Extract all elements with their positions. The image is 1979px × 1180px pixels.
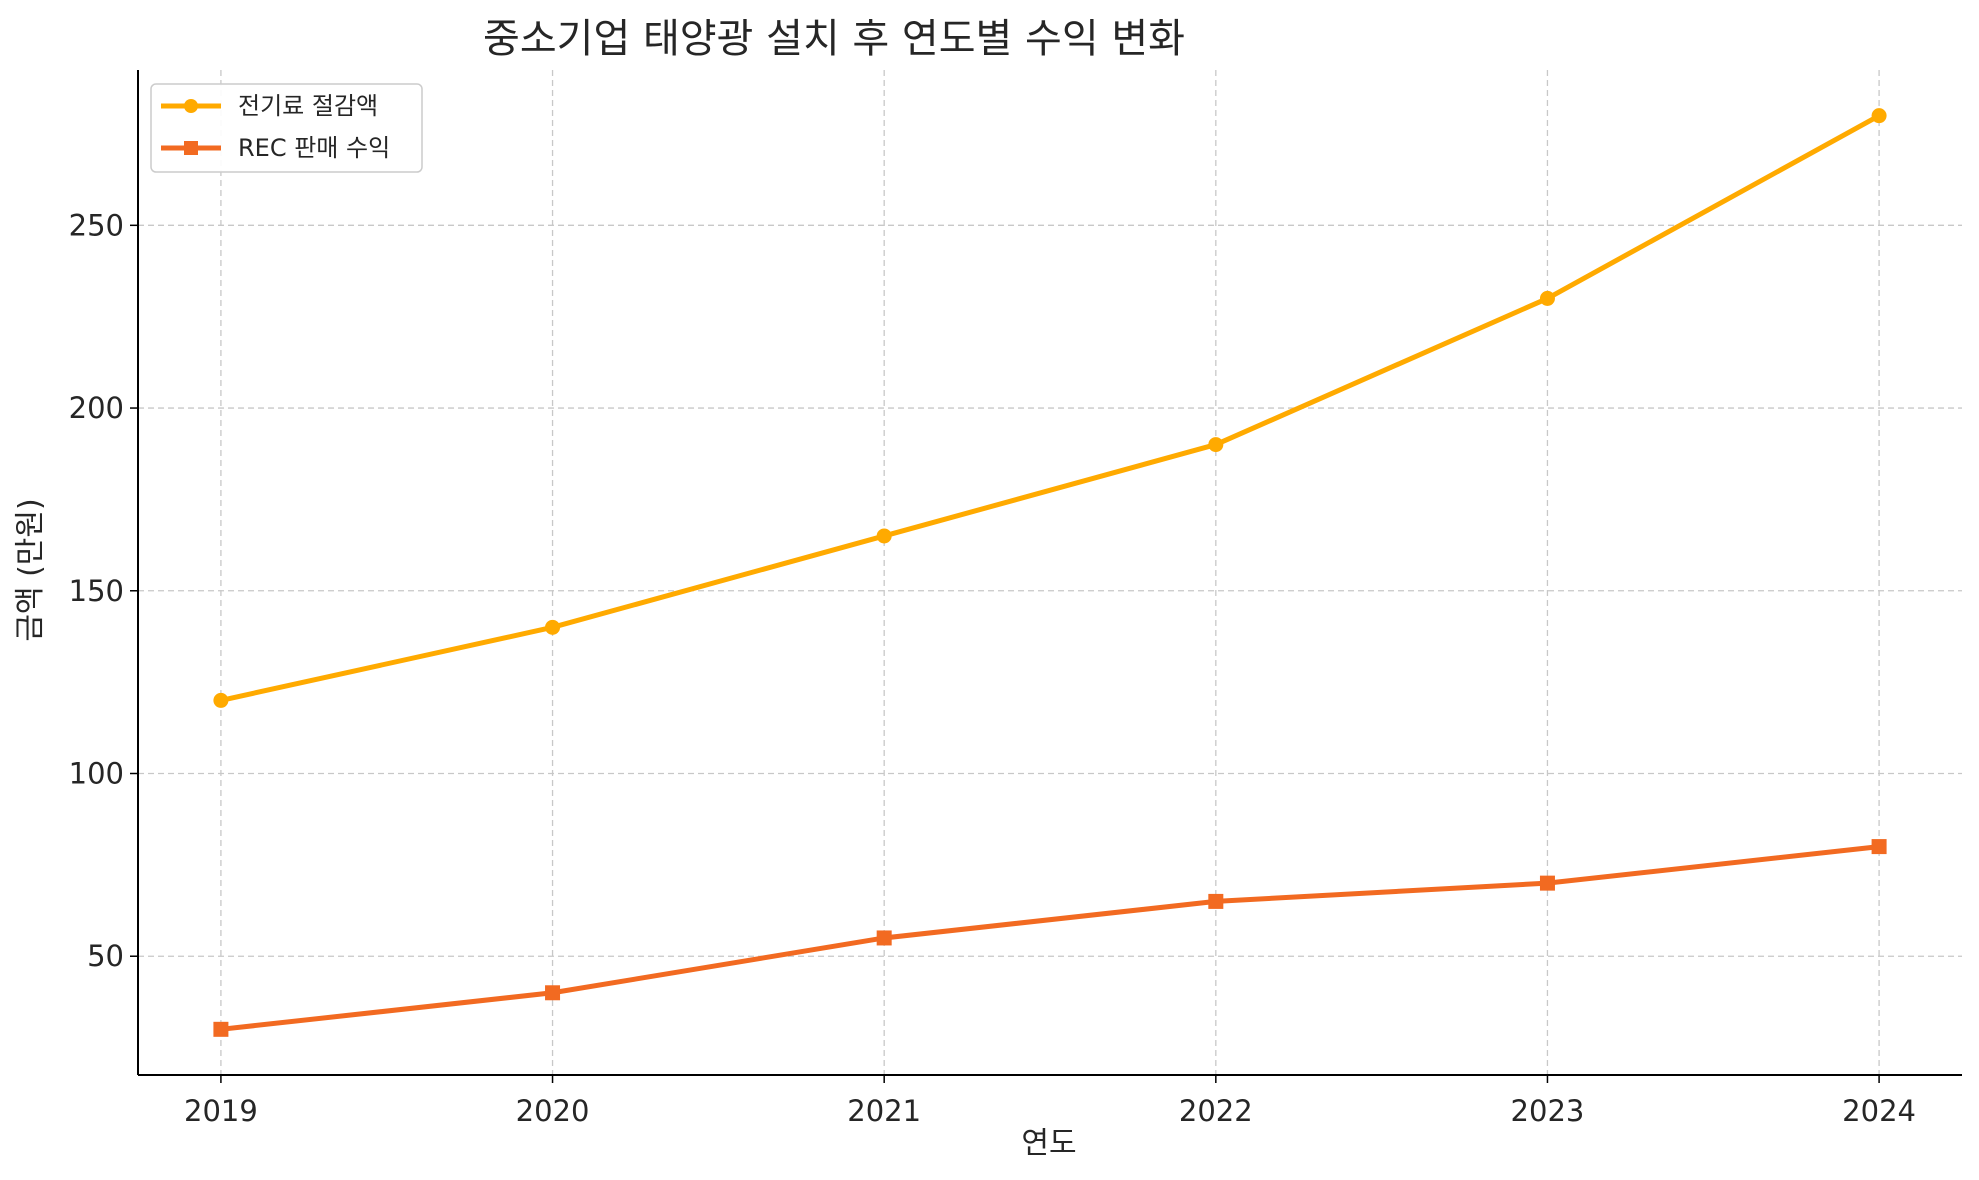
data-point [876, 930, 892, 946]
data-point [1208, 437, 1224, 453]
series-1 [213, 108, 1887, 708]
y-tick-label: 250 [69, 208, 124, 242]
y-tick-label: 50 [87, 939, 124, 973]
legend-entry: REC 판매 수익 [161, 134, 390, 162]
x-tick-label: 2023 [1511, 1094, 1585, 1128]
data-point [213, 1021, 229, 1037]
legend: 전기료 절감액 REC 판매 수익 [150, 83, 423, 173]
x-tick-label: 2022 [1179, 1094, 1253, 1128]
data-point [1871, 839, 1887, 855]
y-tick-label: 150 [69, 574, 124, 608]
grid-layer [138, 70, 1962, 1075]
data-point [876, 528, 892, 544]
x-axis-label: 연도 [1021, 1126, 1076, 1161]
series-line [218, 844, 1882, 1032]
y-tick-label: 200 [69, 391, 124, 425]
x-tick-label: 2020 [516, 1094, 590, 1128]
data-point [545, 619, 561, 635]
legend-entries: 전기료 절감액 REC 판매 수익 [161, 92, 390, 162]
legend-label: 전기료 절감액 [238, 92, 378, 120]
data-point [1208, 893, 1224, 909]
legend-label: REC 판매 수익 [238, 134, 390, 162]
series-line [218, 113, 1882, 703]
legend-swatch-marker [184, 141, 198, 155]
data-point [1539, 875, 1555, 891]
axes-layer [137, 70, 1962, 1076]
y-axis-label: 금액 (만원) [13, 498, 48, 641]
y-tick-label: 100 [69, 757, 124, 791]
ticks-layer: 2019 2020 2021 2022 2023 2024 50 100 150 200 250 [69, 208, 1916, 1128]
chart-title: 중소기업 태양광 설치 후 연도별 수익 변화 [483, 16, 1185, 62]
data-point [545, 985, 561, 1001]
series-layer [213, 108, 1887, 1037]
data-point [1871, 108, 1887, 124]
x-tick-label: 2019 [184, 1094, 258, 1128]
legend-swatch-marker [184, 99, 198, 113]
data-point [213, 692, 229, 708]
data-point [1539, 290, 1555, 306]
legend-entry: 전기료 절감액 [161, 92, 378, 120]
x-tick-label: 2021 [847, 1094, 921, 1128]
series-2 [213, 839, 1887, 1037]
x-tick-label: 2024 [1842, 1094, 1916, 1128]
